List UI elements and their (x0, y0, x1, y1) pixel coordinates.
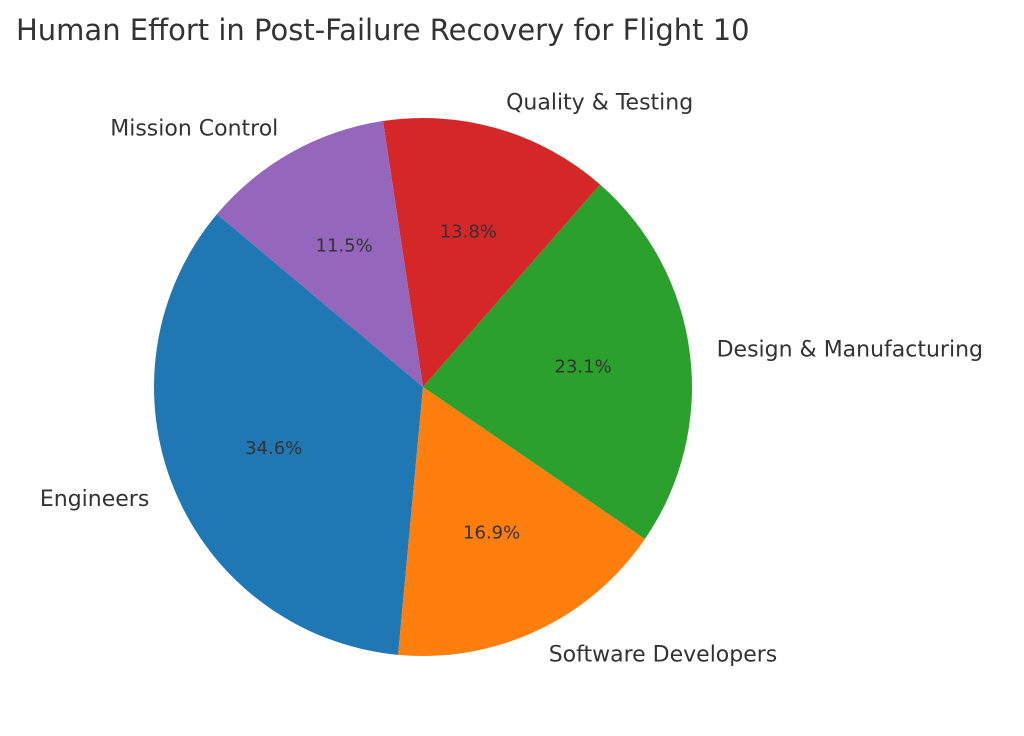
slice-category-label: Software Developers (549, 642, 778, 667)
chart-title: Human Effort in Post-Failure Recovery fo… (16, 13, 750, 47)
slice-percent-label: 34.6% (245, 438, 302, 459)
percent-labels: 34.6% 16.9% 23.1% 13.8% 11.5% (245, 222, 612, 544)
slice-category-label: Engineers (40, 487, 149, 512)
slice-percent-label: 23.1% (555, 356, 612, 377)
pie-slice (153, 214, 423, 655)
slice-category-label: Quality & Testing (506, 91, 693, 116)
slice-percent-label: 13.8% (440, 222, 497, 243)
pie-slices (153, 118, 693, 656)
slice-percent-label: 11.5% (316, 236, 373, 257)
pie-slice (382, 118, 601, 388)
category-labels: Engineers Software Developers Design & Man… (40, 91, 983, 668)
pie-slice (216, 121, 423, 387)
pie-slice (423, 184, 693, 540)
slice-category-label: Mission Control (110, 116, 278, 141)
pie-slice (398, 387, 645, 656)
slice-category-label: Design & Manufacturing (717, 337, 983, 362)
slice-percent-label: 16.9% (463, 523, 520, 544)
